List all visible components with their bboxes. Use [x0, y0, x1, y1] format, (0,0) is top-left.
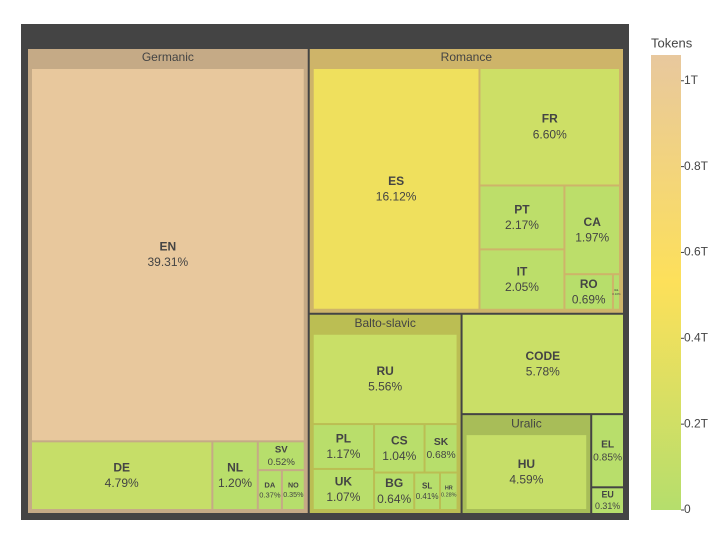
tile-value: 6.60% — [533, 127, 567, 141]
group-label: Balto-slavic — [354, 316, 415, 330]
tile-value: 0.10% — [612, 292, 621, 296]
tile — [32, 442, 212, 509]
tile-label: NO — [288, 482, 299, 490]
colorbar-tick-label: 0.2T — [684, 416, 709, 430]
tile-value: 1.97% — [575, 230, 609, 244]
tile-label: CODE — [525, 349, 560, 363]
tile-label: FR — [542, 112, 558, 126]
tile-label: NL — [227, 461, 243, 475]
tile-value: 0.68% — [426, 450, 455, 461]
tile — [565, 186, 619, 274]
group-label: Uralic — [511, 416, 542, 430]
tile — [415, 473, 439, 509]
colorbar-tick-label: 0.4T — [684, 330, 709, 344]
tile-value: 4.79% — [105, 476, 139, 490]
colorbar — [651, 55, 681, 510]
tile-label: HR — [445, 485, 453, 491]
tile-value: 1.20% — [218, 476, 252, 490]
tile-value: 5.56% — [368, 379, 402, 393]
tile-value: 0.41% — [416, 492, 439, 501]
tile-value: 0.35% — [283, 491, 304, 499]
colorbar-title: Tokens — [651, 35, 693, 50]
tile-label: EN — [160, 240, 177, 254]
tile-label: EU — [601, 490, 613, 500]
tile-value: 0.37% — [259, 490, 281, 499]
tile — [375, 473, 414, 509]
tile-label: DA — [264, 481, 275, 490]
tile — [480, 250, 564, 309]
tile — [480, 186, 564, 249]
tile-value: 16.12% — [376, 189, 417, 203]
tile — [213, 442, 257, 509]
tile — [565, 275, 612, 309]
tile-label: SV — [275, 445, 288, 456]
tile-value: 1.17% — [326, 447, 360, 461]
tile-value: 0.64% — [377, 492, 411, 506]
tile-label: SK — [434, 437, 449, 448]
tile — [258, 442, 304, 470]
tile-value: 0.28% — [441, 493, 457, 499]
tile — [313, 469, 374, 509]
tile — [592, 488, 623, 513]
tile — [313, 334, 457, 424]
tile-label: DE — [113, 461, 130, 475]
tile — [466, 435, 587, 509]
tile-label: CA — [584, 215, 602, 229]
colorbar-tick-label: 0 — [684, 502, 691, 516]
tile — [425, 425, 457, 472]
tile — [440, 473, 457, 509]
colorbar-tick-label: 0.8T — [684, 159, 709, 173]
tile — [313, 425, 374, 468]
tile — [480, 69, 619, 185]
tile-label: HU — [518, 457, 535, 471]
tile — [462, 314, 623, 414]
tile-label: CS — [391, 433, 408, 447]
tile-label: GL — [614, 288, 618, 292]
tile-label: EL — [601, 439, 614, 450]
tile — [282, 471, 304, 509]
tile-value: 1.07% — [326, 490, 360, 504]
tile-label: BG — [385, 476, 403, 490]
tile-label: IT — [517, 265, 528, 279]
tile — [613, 275, 619, 309]
tile-label: PT — [514, 202, 530, 216]
tile — [592, 415, 623, 487]
tile-label: RO — [580, 277, 598, 291]
tile-value: 0.69% — [572, 292, 606, 306]
tile-value: 1.04% — [382, 449, 416, 463]
tile — [313, 69, 479, 309]
colorbar-tick-label: 0.6T — [684, 245, 709, 259]
tile-value: 0.31% — [595, 501, 620, 511]
tile-label: PL — [336, 431, 351, 445]
tile-value: 0.52% — [268, 457, 296, 468]
colorbar-tick-label: 1T — [684, 73, 699, 87]
group-label: Romance — [441, 50, 493, 64]
tile-value: 4.59% — [509, 473, 543, 487]
tile-value: 0.85% — [593, 453, 622, 464]
tile-label: RU — [376, 364, 393, 378]
tile-label: ES — [388, 174, 404, 188]
tile-value: 2.05% — [505, 280, 539, 294]
tile — [32, 69, 304, 441]
tile-label: UK — [335, 474, 353, 488]
tile-value: 2.17% — [505, 218, 539, 232]
tile-value: 5.78% — [526, 365, 560, 379]
group-label: Germanic — [142, 50, 194, 64]
tile-value: 39.31% — [148, 255, 189, 269]
tile-label: SL — [422, 482, 432, 491]
tile — [258, 471, 281, 509]
tile — [375, 425, 424, 472]
